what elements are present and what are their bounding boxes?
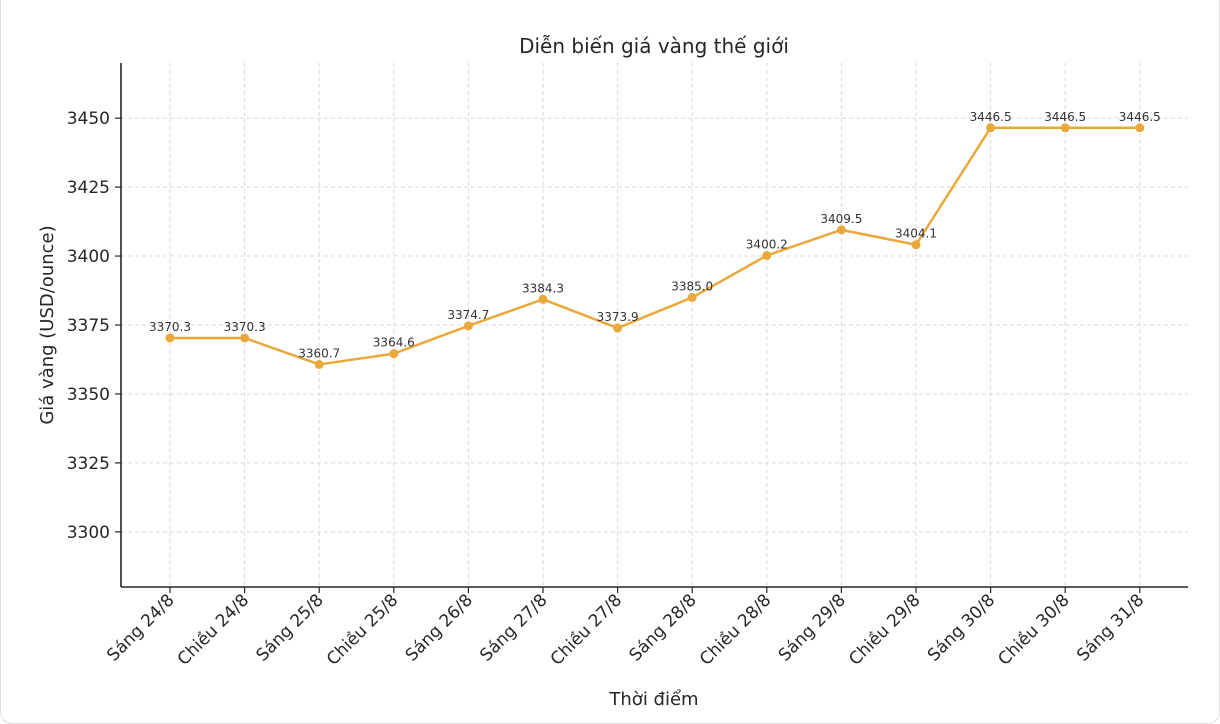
data-point: [1135, 123, 1145, 133]
data-label: 3384.3: [522, 281, 564, 295]
x-tick-label: Sáng 30/8: [924, 590, 999, 665]
data-label: 3404.1: [895, 227, 937, 241]
grid: [121, 63, 1188, 587]
x-tick-label: Sáng 26/8: [402, 590, 477, 665]
data-point: [240, 333, 250, 343]
data-label: 3374.7: [447, 308, 489, 322]
x-tick-label: Chiều 29/8: [844, 590, 924, 670]
x-tick-label: Sáng 28/8: [626, 590, 701, 665]
y-tick-label: 3325: [67, 454, 110, 474]
x-tick-label: Sáng 25/8: [253, 590, 328, 665]
y-axis-ticks: 3300 3325 3350 3375 3400 3425 3450: [67, 109, 121, 543]
data-point: [538, 294, 548, 304]
data-point: [836, 225, 846, 235]
data-point: [314, 359, 324, 369]
data-point: [762, 251, 772, 261]
y-tick-label: 3350: [67, 385, 110, 405]
y-axis-label: Giá vàng (USD/ounce): [37, 225, 58, 424]
y-tick-label: 3300: [67, 523, 110, 543]
y-tick-label: 3425: [67, 178, 110, 198]
chart-title: Diễn biến giá vàng thế giới: [519, 34, 789, 58]
data-label: 3364.6: [373, 336, 415, 350]
data-label: 3370.3: [149, 320, 191, 334]
x-tick-label: Chiều 28/8: [695, 590, 775, 670]
data-label: 3409.5: [820, 212, 862, 226]
data-point: [986, 123, 996, 133]
y-tick-label: 3375: [67, 316, 110, 336]
data-point: [463, 321, 473, 331]
data-point: [1060, 123, 1070, 133]
x-tick-label: Sáng 24/8: [103, 590, 178, 665]
data-label: 3446.5: [1044, 110, 1086, 124]
data-label: 3400.2: [746, 238, 788, 252]
x-tick-label: Chiều 27/8: [546, 590, 626, 670]
data-label: 3385.0: [671, 279, 713, 293]
data-label: 3360.7: [298, 346, 340, 360]
data-point: [687, 292, 697, 302]
data-label: 3446.5: [970, 110, 1012, 124]
data-label: 3373.9: [597, 310, 639, 324]
x-tick-label: Sáng 29/8: [775, 590, 850, 665]
series-line: [170, 126, 1140, 366]
y-tick-label: 3400: [67, 247, 110, 267]
x-axis-label: Thời điểm: [608, 689, 698, 710]
x-tick-label: Sáng 31/8: [1073, 590, 1148, 665]
data-points: [165, 123, 1145, 369]
data-label: 3370.3: [224, 320, 266, 334]
x-tick-label: Chiều 30/8: [994, 590, 1074, 670]
data-point: [165, 333, 175, 343]
x-tick-label: Chiều 25/8: [322, 590, 402, 670]
data-labels: 3370.3 3370.3 3360.7 3364.6 3374.7 3384.3 3373…: [149, 110, 1161, 361]
data-point: [911, 240, 921, 250]
x-tick-label: Chiều 24/8: [173, 590, 253, 670]
x-tick-label: Sáng 27/8: [476, 590, 551, 665]
data-label: 3446.5: [1119, 110, 1161, 124]
data-point: [613, 323, 623, 333]
data-point: [389, 349, 399, 359]
y-tick-label: 3450: [67, 109, 110, 129]
